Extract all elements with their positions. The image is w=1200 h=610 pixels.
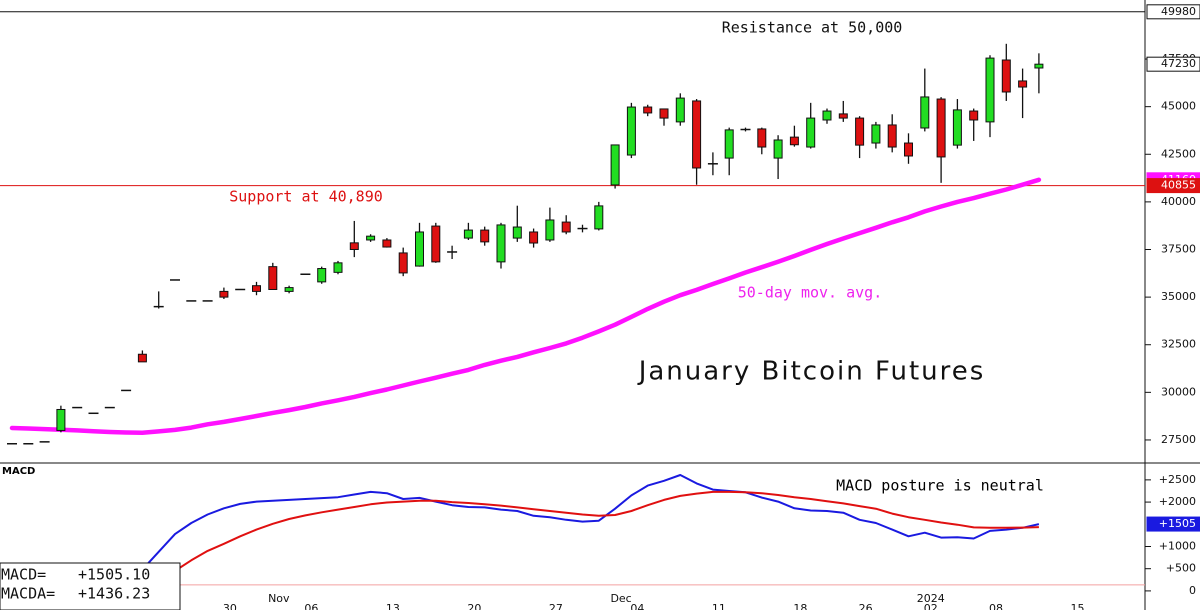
candle-body <box>349 242 359 250</box>
y-tick-label: 30000 <box>1161 385 1196 398</box>
legend-name: MACD= <box>1 566 46 584</box>
candle-body <box>333 262 343 273</box>
y-tick-label: 32500 <box>1161 338 1196 351</box>
candle-body <box>822 110 832 121</box>
value-box <box>1146 178 1200 194</box>
candle-body <box>382 239 392 248</box>
candle-body <box>398 252 408 274</box>
annotation: Resistance at 50,000 <box>722 19 903 37</box>
value-box-label: 47230 <box>1161 57 1196 70</box>
candle-body <box>610 144 620 186</box>
y-tick-label: 0 <box>1189 584 1196 597</box>
x-tick-label: 20 <box>467 602 481 610</box>
x-tick-label: 08 <box>989 602 1003 610</box>
candle-body <box>969 110 979 121</box>
value-box-label: 40855 <box>1161 179 1196 192</box>
candle-body <box>1001 59 1011 93</box>
candle-body <box>545 219 555 241</box>
candle-body <box>1034 63 1044 69</box>
candle-body <box>284 287 294 292</box>
candle-body <box>904 142 913 157</box>
candle-body <box>56 408 66 431</box>
candle-body <box>480 229 490 243</box>
candle-body <box>659 108 669 119</box>
value-box <box>1146 56 1200 72</box>
candle-body <box>806 117 816 148</box>
candle-body <box>724 129 734 159</box>
candle-body <box>855 117 865 146</box>
x-month-label: Nov <box>268 592 290 605</box>
candle-body <box>317 268 327 283</box>
candle-body <box>512 226 522 239</box>
candle-body <box>268 266 278 290</box>
y-tick-label: +2500 <box>1159 473 1196 486</box>
annotation: 50-day mov. avg. <box>738 284 883 302</box>
y-tick-label: +1000 <box>1159 539 1196 552</box>
candle-body <box>561 221 571 233</box>
candle-body <box>529 231 539 244</box>
y-tick-label: 45000 <box>1161 100 1196 113</box>
y-tick-label: 40000 <box>1161 195 1196 208</box>
candle-body <box>757 128 767 148</box>
x-tick-label: 06 <box>304 602 318 610</box>
x-tick-label: 02 <box>924 602 938 610</box>
legend-name: MACDA= <box>1 585 55 603</box>
candle-body <box>838 113 848 119</box>
candle-body <box>936 98 946 158</box>
x-tick-label: 04 <box>630 602 644 610</box>
candle-body <box>496 224 506 263</box>
candle-body <box>219 290 229 298</box>
x-tick-label: 26 <box>859 602 873 610</box>
legend-value: +1505.10 <box>78 566 150 584</box>
candle-body <box>137 353 147 363</box>
y-tick-label: 35000 <box>1161 290 1196 303</box>
moving-average <box>9 177 1042 435</box>
candle-body <box>887 124 897 148</box>
legend-box <box>0 562 181 610</box>
candle-body <box>643 106 653 114</box>
candle-body <box>366 235 376 241</box>
macd-line <box>174 490 1039 572</box>
candle-body <box>594 205 604 230</box>
legend-value: +1436.23 <box>78 585 150 603</box>
x-tick-label: 13 <box>386 602 400 610</box>
y-tick-label: 27500 <box>1161 433 1196 446</box>
candle-body <box>431 225 441 263</box>
candle-body <box>415 231 424 267</box>
candle-body <box>252 285 261 292</box>
macd-line <box>141 474 1040 571</box>
y-tick-label: +500 <box>1166 562 1196 575</box>
candle-body <box>773 139 783 159</box>
annotation: MACD posture is neutral <box>836 477 1044 495</box>
candle-body <box>952 109 962 146</box>
value-box-label: 49980 <box>1161 5 1196 18</box>
x-tick-label: 15 <box>1071 602 1085 610</box>
y-tick-label: 42500 <box>1161 147 1196 160</box>
candle-body <box>1018 80 1028 88</box>
candle-body <box>692 100 702 169</box>
y-tick-label: 37500 <box>1161 242 1196 255</box>
value-box <box>1146 516 1200 532</box>
x-tick-label: 27 <box>549 602 563 610</box>
chart-title: January Bitcoin Futures <box>637 357 986 387</box>
value-box-label: +1505 <box>1159 517 1196 530</box>
x-tick-label: 11 <box>712 602 726 610</box>
y-tick-label: +2000 <box>1159 495 1196 508</box>
panel-title: MACD <box>2 466 35 477</box>
x-tick-label: 18 <box>793 602 807 610</box>
candle-body <box>463 229 473 239</box>
annotation: Support at 40,890 <box>229 188 383 206</box>
x-tick-label: 30 <box>223 602 237 610</box>
x-month-label: Dec <box>610 592 631 605</box>
candle-body <box>920 96 930 129</box>
candle-body <box>626 106 636 156</box>
candle-body <box>789 136 799 146</box>
value-box <box>1146 4 1200 20</box>
candle-body <box>985 57 995 123</box>
candle-body <box>871 124 881 144</box>
x-month-label: 2024 <box>917 592 945 605</box>
candle-body <box>675 97 685 123</box>
